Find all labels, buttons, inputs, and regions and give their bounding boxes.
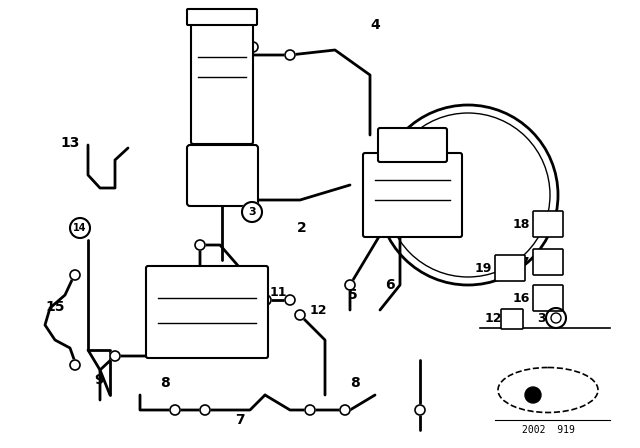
Text: 1: 1 <box>228 141 237 155</box>
FancyBboxPatch shape <box>187 145 258 206</box>
Text: 14: 14 <box>73 223 87 233</box>
Ellipse shape <box>498 367 598 413</box>
Text: 12: 12 <box>309 303 327 316</box>
Text: 7: 7 <box>235 413 245 427</box>
Circle shape <box>242 202 262 222</box>
Text: 3: 3 <box>538 311 547 324</box>
Text: 15: 15 <box>45 300 65 314</box>
Text: 16: 16 <box>513 292 530 305</box>
FancyBboxPatch shape <box>533 249 563 275</box>
Circle shape <box>248 42 258 52</box>
Text: 12: 12 <box>484 311 502 324</box>
Circle shape <box>200 405 210 415</box>
Circle shape <box>305 405 315 415</box>
Circle shape <box>285 50 295 60</box>
Text: 17: 17 <box>513 255 530 268</box>
Text: 4: 4 <box>370 18 380 32</box>
Circle shape <box>285 295 295 305</box>
Text: 3: 3 <box>248 207 256 217</box>
FancyBboxPatch shape <box>187 9 257 25</box>
Text: 11: 11 <box>269 285 287 298</box>
Circle shape <box>345 280 355 290</box>
Text: 18: 18 <box>513 217 530 231</box>
Text: 13: 13 <box>60 136 80 150</box>
Text: 6: 6 <box>385 278 395 292</box>
Circle shape <box>170 405 180 415</box>
Circle shape <box>110 351 120 361</box>
Circle shape <box>295 310 305 320</box>
FancyBboxPatch shape <box>146 266 268 358</box>
Text: 19: 19 <box>475 262 492 275</box>
FancyBboxPatch shape <box>363 153 462 237</box>
Circle shape <box>195 240 205 250</box>
Circle shape <box>415 405 425 415</box>
Text: 2002  919: 2002 919 <box>522 425 575 435</box>
Text: 8: 8 <box>350 376 360 390</box>
Circle shape <box>70 270 80 280</box>
Text: 5: 5 <box>348 288 358 302</box>
FancyBboxPatch shape <box>378 128 447 162</box>
Circle shape <box>70 360 80 370</box>
Text: 8: 8 <box>160 376 170 390</box>
Text: 10: 10 <box>196 271 214 284</box>
Circle shape <box>340 405 350 415</box>
Circle shape <box>525 387 541 403</box>
Text: 2: 2 <box>297 221 307 235</box>
FancyBboxPatch shape <box>533 211 563 237</box>
FancyBboxPatch shape <box>495 255 525 281</box>
Circle shape <box>261 295 271 305</box>
FancyBboxPatch shape <box>533 285 563 311</box>
FancyBboxPatch shape <box>191 20 253 144</box>
Text: 9: 9 <box>94 373 104 387</box>
Circle shape <box>70 218 90 238</box>
FancyBboxPatch shape <box>501 309 523 329</box>
